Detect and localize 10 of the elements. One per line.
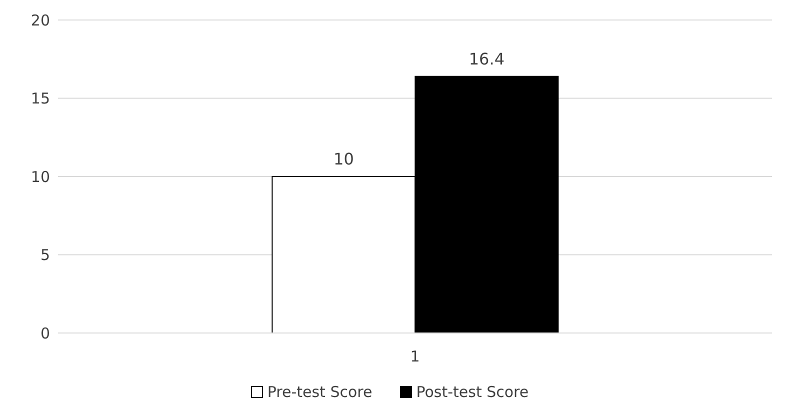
x-tick-label: 1 — [410, 348, 420, 366]
y-tick-label: 5 — [40, 246, 50, 264]
data-label: 16.4 — [468, 49, 505, 68]
legend-label: Post-test Score — [416, 383, 529, 401]
y-tick-label: 10 — [30, 168, 50, 186]
y-tick-label: 0 — [40, 324, 50, 342]
data-label: 10 — [334, 150, 354, 168]
y-tick-label: 15 — [30, 90, 50, 108]
legend-label: Pre-test Score — [267, 383, 372, 401]
y-tick-label: 20 — [30, 11, 50, 30]
